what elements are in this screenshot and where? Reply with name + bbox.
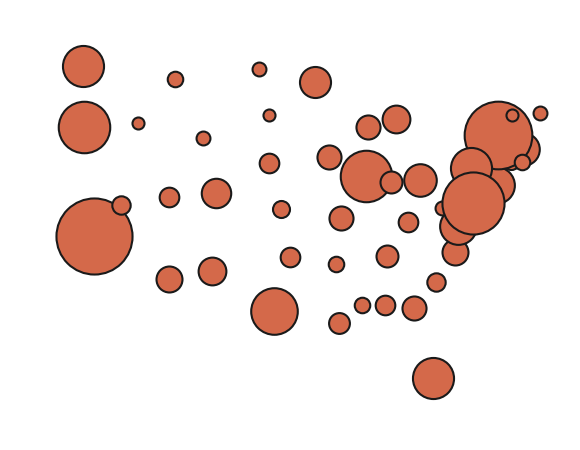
- Point: [164, 193, 173, 200]
- Point: [493, 131, 502, 139]
- Point: [466, 164, 476, 171]
- Point: [78, 63, 87, 70]
- Point: [392, 116, 401, 123]
- Point: [310, 78, 320, 86]
- Point: [517, 158, 527, 165]
- Point: [358, 301, 367, 308]
- Point: [79, 124, 89, 131]
- Point: [361, 173, 371, 180]
- Point: [164, 275, 173, 282]
- Point: [387, 179, 396, 186]
- Point: [519, 145, 528, 153]
- Point: [428, 374, 437, 381]
- Point: [264, 159, 273, 166]
- Point: [212, 189, 221, 197]
- Point: [416, 176, 425, 183]
- Point: [431, 278, 440, 285]
- Point: [506, 158, 516, 165]
- Point: [117, 201, 126, 208]
- Point: [363, 124, 372, 131]
- Point: [285, 253, 295, 260]
- Point: [517, 133, 526, 140]
- Point: [254, 65, 263, 72]
- Point: [90, 233, 99, 240]
- Point: [468, 199, 477, 207]
- Point: [450, 248, 459, 256]
- Point: [404, 219, 413, 226]
- Point: [437, 204, 447, 212]
- Point: [171, 76, 180, 83]
- Point: [380, 302, 389, 309]
- Point: [335, 320, 344, 327]
- Point: [207, 268, 216, 275]
- Point: [264, 112, 273, 119]
- Point: [277, 206, 286, 213]
- Point: [336, 214, 345, 221]
- Point: [409, 304, 418, 311]
- Point: [454, 222, 463, 230]
- Point: [134, 120, 143, 127]
- Point: [508, 112, 517, 119]
- Point: [536, 110, 545, 117]
- Point: [383, 252, 392, 259]
- Point: [470, 198, 479, 205]
- Point: [325, 153, 334, 161]
- Point: [269, 307, 278, 315]
- Point: [331, 261, 340, 268]
- Point: [491, 182, 501, 189]
- Point: [481, 199, 491, 207]
- Point: [198, 135, 207, 142]
